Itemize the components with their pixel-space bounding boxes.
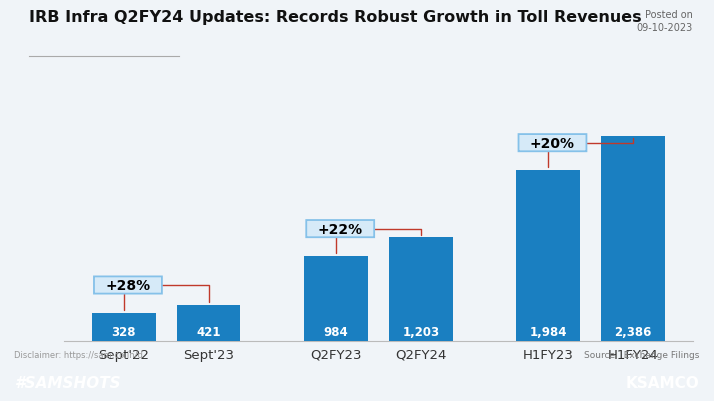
Text: 328: 328 (111, 325, 136, 338)
Bar (601, 136, 665, 341)
FancyBboxPatch shape (94, 277, 162, 294)
Bar (389, 238, 453, 341)
Bar (304, 257, 368, 341)
Text: Source:  Exchange Filings: Source: Exchange Filings (584, 350, 700, 359)
Bar (516, 171, 580, 341)
Text: KSAMCO: KSAMCO (626, 375, 700, 391)
Text: #SAMSHOTS: #SAMSHOTS (14, 375, 121, 391)
Bar (177, 305, 241, 341)
Text: IRB Infra Q2FY24 Updates: Records Robust Growth in Toll Revenues: IRB Infra Q2FY24 Updates: Records Robust… (29, 10, 641, 25)
Text: +20%: +20% (530, 136, 575, 150)
FancyBboxPatch shape (518, 135, 586, 152)
Text: 2,386: 2,386 (615, 325, 652, 338)
Text: 1,984: 1,984 (530, 325, 567, 338)
FancyBboxPatch shape (306, 221, 374, 238)
Text: 421: 421 (196, 325, 221, 338)
Text: +22%: +22% (318, 222, 363, 236)
Bar (92, 313, 156, 341)
Text: Posted on
09-10-2023: Posted on 09-10-2023 (636, 10, 693, 33)
Text: +28%: +28% (106, 278, 151, 292)
Text: 984: 984 (323, 325, 348, 338)
Text: Disclaimer: https://sam-co.in/d: Disclaimer: https://sam-co.in/d (14, 350, 143, 359)
Text: 1,203: 1,203 (402, 325, 439, 338)
